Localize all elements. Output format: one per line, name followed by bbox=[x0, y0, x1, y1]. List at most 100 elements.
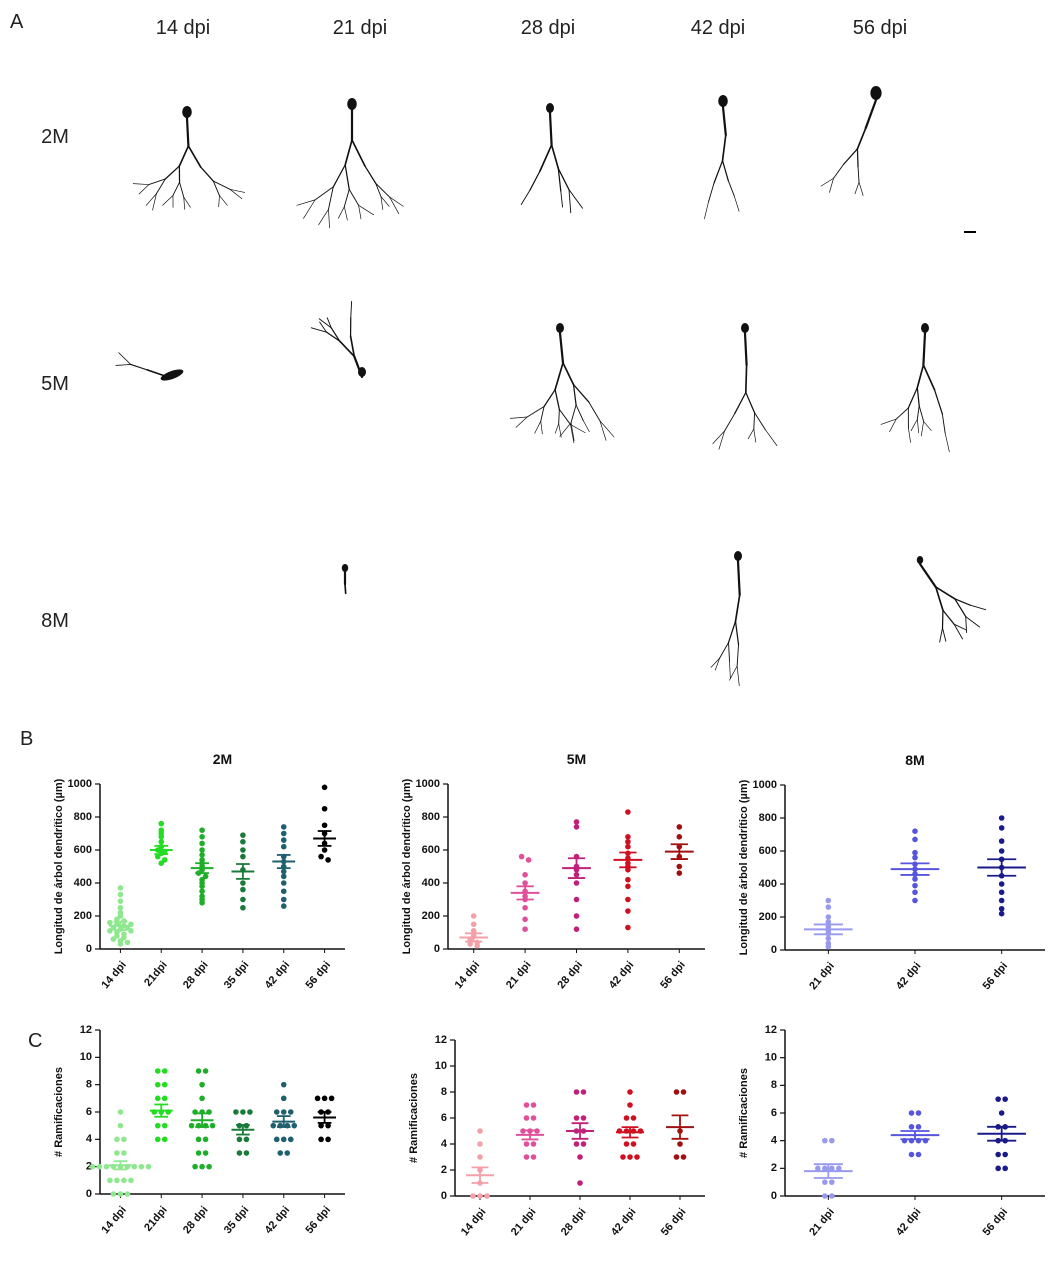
data-point bbox=[577, 1180, 583, 1186]
dendrite bbox=[743, 331, 748, 367]
data-point bbox=[580, 1141, 587, 1147]
dendrite bbox=[557, 167, 562, 192]
dendrite bbox=[558, 408, 571, 426]
data-point bbox=[321, 805, 328, 812]
data-point bbox=[829, 1165, 835, 1172]
data-point bbox=[998, 838, 1005, 844]
data-point bbox=[154, 1095, 161, 1102]
x-tick-label: 56 dpi bbox=[981, 1206, 1011, 1238]
error-bar bbox=[987, 1125, 1017, 1142]
dendrite bbox=[344, 139, 353, 166]
column-label: 42 dpi bbox=[691, 17, 746, 39]
data-point bbox=[114, 1136, 120, 1143]
data-point bbox=[199, 893, 205, 899]
data-point bbox=[121, 1150, 127, 1156]
dendrite bbox=[708, 182, 715, 203]
data-point bbox=[477, 1193, 483, 1199]
data-point bbox=[161, 857, 168, 863]
error-bar bbox=[113, 1160, 128, 1171]
data-point bbox=[620, 1154, 626, 1160]
dendrite bbox=[721, 160, 729, 182]
column-label: 14 dpi bbox=[156, 17, 211, 39]
data-point bbox=[623, 1115, 630, 1121]
data-point bbox=[580, 1115, 587, 1121]
data-point bbox=[154, 853, 161, 860]
data-point bbox=[199, 1163, 205, 1170]
dendrite bbox=[218, 195, 220, 208]
dendrite bbox=[543, 389, 556, 408]
error-bar bbox=[900, 1130, 930, 1141]
dendrite bbox=[540, 406, 545, 422]
data-point bbox=[318, 1122, 324, 1129]
data-point bbox=[477, 1141, 483, 1147]
data-point bbox=[284, 1150, 291, 1156]
dendrite bbox=[179, 181, 185, 198]
y-tick-label: 400 bbox=[422, 877, 440, 889]
data-point bbox=[328, 1095, 335, 1102]
soma bbox=[556, 323, 564, 333]
dendrite bbox=[375, 182, 382, 197]
data-point bbox=[121, 1177, 127, 1184]
data-point bbox=[477, 1128, 483, 1134]
data-point bbox=[518, 853, 525, 860]
data-point bbox=[630, 1141, 637, 1147]
x-tick-label: 21 dpi bbox=[807, 960, 837, 992]
data-point bbox=[1002, 1165, 1008, 1172]
dendrite bbox=[965, 616, 968, 633]
dendrite bbox=[854, 181, 860, 195]
data-point bbox=[117, 909, 124, 916]
y-axis-label: Longitud de árbol dendrítico (µm) bbox=[401, 778, 413, 954]
data-point bbox=[625, 838, 631, 845]
y-tick-label: 12 bbox=[80, 1024, 92, 1036]
dendrite bbox=[118, 352, 132, 365]
dendrite bbox=[326, 317, 332, 329]
dendrite bbox=[115, 364, 132, 366]
y-tick-label: 0 bbox=[441, 1190, 447, 1202]
data-point bbox=[161, 1068, 168, 1074]
data-point bbox=[625, 876, 631, 883]
data-point bbox=[128, 1177, 134, 1184]
x-tick-label: 14 dpi bbox=[459, 1206, 489, 1238]
data-point bbox=[522, 926, 528, 932]
y-tick-label: 1000 bbox=[416, 778, 440, 790]
dendrite bbox=[910, 419, 918, 432]
y-axis-label: Longitud de árbol dendrítico (µm) bbox=[738, 779, 750, 955]
y-tick-label: 6 bbox=[771, 1107, 777, 1119]
data-point bbox=[117, 891, 124, 898]
dendrite bbox=[965, 616, 981, 628]
dendrite bbox=[568, 189, 572, 214]
data-point bbox=[522, 871, 528, 878]
dendrite bbox=[572, 383, 577, 406]
data-point bbox=[287, 1136, 294, 1143]
dendrite bbox=[745, 391, 756, 414]
x-tick-label: 56 dpi bbox=[303, 959, 333, 991]
x-tick-label: 56 dpi bbox=[303, 1204, 333, 1236]
dendrite bbox=[212, 180, 220, 196]
data-point bbox=[325, 1122, 331, 1129]
x-tick-label: 28 dpi bbox=[181, 1204, 211, 1236]
dendrite bbox=[895, 407, 909, 420]
data-point bbox=[825, 935, 832, 942]
dendrite bbox=[343, 206, 348, 221]
dendrite bbox=[349, 335, 356, 358]
data-point bbox=[530, 1141, 537, 1147]
dendrite bbox=[183, 196, 191, 208]
data-point bbox=[107, 928, 113, 934]
error-bar bbox=[317, 1111, 332, 1124]
data-point bbox=[822, 1179, 828, 1185]
data-point bbox=[199, 857, 205, 863]
dendrite bbox=[148, 178, 166, 186]
error-bar bbox=[465, 932, 483, 943]
data-point bbox=[199, 1095, 205, 1102]
dendrite bbox=[534, 420, 542, 434]
data-point bbox=[998, 910, 1005, 917]
data-point bbox=[523, 1154, 530, 1160]
dendrite bbox=[515, 416, 528, 428]
dendrite bbox=[146, 369, 169, 378]
data-point bbox=[280, 1095, 287, 1102]
soma bbox=[341, 564, 349, 572]
error-bar bbox=[619, 851, 637, 869]
dendrite bbox=[575, 404, 584, 422]
error-bar bbox=[317, 830, 332, 847]
data-point bbox=[199, 876, 205, 883]
